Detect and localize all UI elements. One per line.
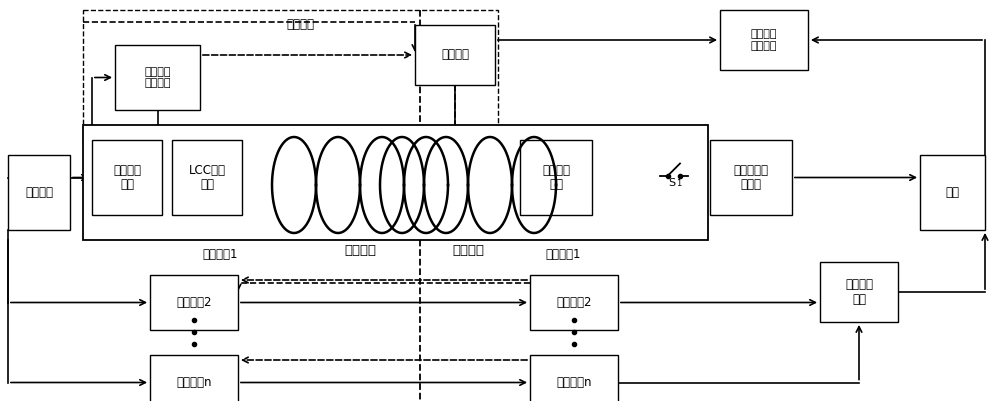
Text: 负载: 负载 [946, 186, 960, 199]
Bar [150, 355, 238, 401]
Bar [83, 125, 708, 240]
Bar [92, 140, 162, 215]
Text: 小型整流稳
压模块: 小型整流稳 压模块 [734, 164, 768, 192]
Text: 小型逆变
模块: 小型逆变 模块 [113, 164, 141, 192]
Text: 接收单元2: 接收单元2 [556, 296, 592, 309]
Text: 状态调节: 状态调节 [286, 18, 314, 31]
Text: 发射单元2: 发射单元2 [176, 296, 212, 309]
Text: 整流稳压
模块: 整流稳压 模块 [845, 278, 873, 306]
Text: 接收线圈: 接收线圈 [452, 244, 484, 257]
Bar [415, 25, 495, 85]
Text: 并联补偿
电路: 并联补偿 电路 [542, 164, 570, 192]
Text: 直流电源: 直流电源 [25, 186, 53, 199]
Text: LCC补偿
电路: LCC补偿 电路 [188, 164, 226, 192]
Text: 负载状态
检测模块: 负载状态 检测模块 [751, 29, 777, 51]
Text: 接收单元1: 接收单元1 [545, 248, 581, 261]
Bar [530, 275, 618, 330]
Text: 电源状态
检测模块: 电源状态 检测模块 [144, 67, 171, 88]
Bar [720, 10, 808, 70]
Bar [150, 275, 238, 330]
Bar [115, 45, 200, 110]
Text: 控制模块: 控制模块 [441, 49, 469, 61]
Bar [710, 140, 792, 215]
Bar [530, 355, 618, 401]
Text: 发射线圈: 发射线圈 [344, 244, 376, 257]
Bar [820, 262, 898, 322]
Bar [83, 10, 498, 138]
Text: 1: 1 [676, 178, 681, 188]
Bar [172, 140, 242, 215]
Bar [520, 140, 592, 215]
Bar [8, 155, 70, 230]
Text: S: S [668, 178, 676, 188]
Bar [920, 155, 985, 230]
Text: 发射单元1: 发射单元1 [202, 248, 238, 261]
Text: 发射单元n: 发射单元n [176, 376, 212, 389]
Text: 接收单元n: 接收单元n [556, 376, 592, 389]
